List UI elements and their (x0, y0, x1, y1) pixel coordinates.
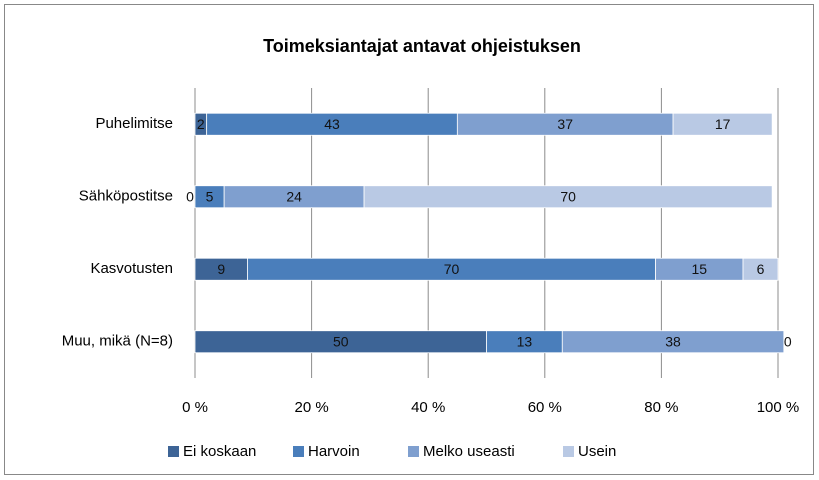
bar-segment (672, 112, 773, 136)
legend-swatch (293, 446, 304, 457)
data-label: 24 (286, 188, 302, 204)
x-tick-label: 60 % (528, 399, 562, 416)
y-tick-label: Kasvotusten (90, 260, 173, 277)
legend-label: Harvoin (308, 443, 360, 460)
x-tick-label: 20 % (294, 399, 328, 416)
chart-title: Toimeksiantajat antavat ohjeistuksen (263, 36, 581, 56)
data-label: 43 (324, 116, 340, 132)
data-label: 9 (217, 261, 225, 277)
x-tick-label: 40 % (411, 399, 445, 416)
bar-segment (742, 257, 779, 281)
x-tick-label: 100 % (757, 399, 800, 416)
data-label: 6 (757, 261, 765, 277)
bar-segment (561, 330, 785, 354)
legend-swatch (408, 446, 419, 457)
data-label: 38 (665, 333, 681, 349)
data-label: 2 (197, 116, 205, 132)
data-label: 0 (784, 333, 792, 349)
legend-label: Ei koskaan (183, 443, 256, 460)
data-label: 13 (517, 333, 533, 349)
data-label: 70 (444, 261, 460, 277)
y-tick-label: Sähköpostitse (79, 188, 173, 205)
legend-label: Melko useasti (423, 443, 515, 460)
y-tick-label: Puhelimitse (95, 115, 173, 132)
data-label: 0 (186, 188, 194, 204)
data-label: 17 (715, 116, 731, 132)
bar-segment (363, 185, 773, 209)
chart-border (4, 4, 814, 475)
data-label: 5 (206, 188, 214, 204)
x-tick-label: 80 % (644, 399, 678, 416)
data-label: 37 (557, 116, 573, 132)
x-tick-label: 0 % (182, 399, 208, 416)
data-label: 70 (560, 188, 576, 204)
y-tick-label: Muu, mikä (N=8) (62, 333, 173, 350)
data-label: 15 (692, 261, 708, 277)
legend-swatch (168, 446, 179, 457)
data-label: 50 (333, 333, 349, 349)
legend-swatch (563, 446, 574, 457)
legend-label: Usein (578, 443, 616, 460)
